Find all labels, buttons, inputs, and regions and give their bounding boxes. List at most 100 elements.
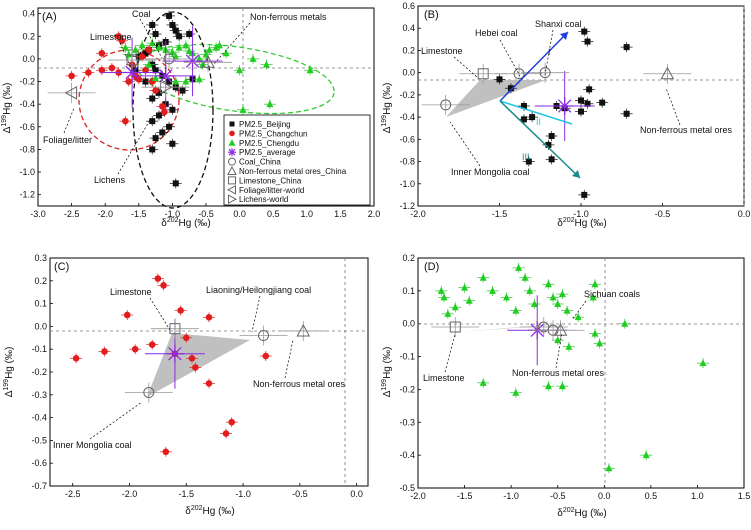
annot-a-foliage: Foliage/litter (43, 135, 92, 145)
data-point (440, 293, 448, 301)
source-marker (169, 323, 181, 335)
data-point (591, 329, 599, 337)
legend-marker (228, 157, 236, 166)
data-point (584, 38, 591, 45)
data-point (132, 67, 139, 74)
data-point (154, 275, 162, 282)
x-tick-label: -1.5 (457, 491, 473, 501)
data-point (444, 309, 452, 317)
data-point (125, 78, 133, 85)
data-point (162, 448, 170, 456)
legend-marker (227, 165, 237, 175)
y-tick-label: -0.4 (399, 450, 415, 460)
annot-a-limestone: Limestone (90, 32, 132, 42)
x-tick-label: -2.5 (64, 209, 80, 219)
data-point (160, 282, 167, 289)
data-point (549, 293, 557, 301)
data-point (623, 110, 630, 117)
data-point (512, 388, 520, 396)
data-point (166, 12, 173, 19)
source-marker (126, 54, 138, 66)
x-tick-label: 0.5 (267, 209, 280, 219)
panel-b-points (421, 26, 692, 200)
annot-b-nonferrous: Non-ferrous metal ores (640, 125, 733, 135)
legend-marker (228, 194, 238, 205)
data-point (479, 378, 487, 386)
data-point (465, 296, 473, 304)
data-point (152, 87, 159, 94)
legend-marker (228, 139, 236, 146)
y-tick-label: -1.2 (399, 201, 415, 211)
ylabel-c: Δ199Hg (‰) (3, 347, 15, 398)
y-tick-label: -0.8 (19, 144, 35, 154)
data-point (145, 46, 153, 54)
y-tick-label: 0.0 (22, 54, 35, 64)
data-point (515, 263, 523, 271)
data-point (222, 49, 230, 57)
annot-c-nonferrous-arrow (284, 339, 294, 379)
xlabel-d: δ202Hg (‰) (557, 507, 607, 519)
data-point (169, 21, 176, 28)
data-point (176, 33, 183, 40)
data-point (182, 334, 190, 342)
data-point (149, 21, 156, 28)
y-tick-label: 0.1 (402, 286, 415, 296)
ylabel-b: Δ199Hg (‰) (381, 83, 393, 134)
panel-d-frame (417, 257, 745, 489)
legend-marker (229, 121, 235, 127)
data-point (205, 45, 213, 53)
x-tick-label: 1.0 (301, 209, 314, 219)
y-tick-label: 0.2 (402, 253, 415, 263)
data-point (172, 180, 179, 187)
panel-a-ticks: -3.0 -2.5 -2.0 -1.5 -1.0 -0.5 0.0 0.5 1.0 1.5 2.0 -… (19, 9, 380, 219)
data-point (195, 75, 203, 83)
source-marker (160, 80, 173, 95)
legend-label: Limestone_China (239, 176, 302, 185)
y-tick-label: 0.4 (22, 9, 35, 19)
data-point (68, 72, 75, 80)
data-point (239, 105, 247, 113)
data-point (228, 418, 236, 426)
annot-d-sichuan: Sichuan coals (584, 289, 641, 299)
y-tick-label: -0.5 (399, 483, 415, 493)
data-point (205, 380, 213, 387)
x-tick-label: 0.0 (598, 491, 611, 501)
data-point (642, 451, 650, 459)
data-point (512, 306, 520, 314)
y-tick-label: -0.2 (399, 90, 415, 100)
annot-b-limestone-arrow (453, 56, 479, 79)
annot-d-nonferrous-arrow (555, 332, 563, 369)
y-tick-label: -0.3 (399, 417, 415, 427)
data-point (72, 355, 80, 362)
annot-b-hebei-arrow (499, 39, 521, 77)
data-point (584, 100, 591, 107)
arrow-i-head (560, 32, 568, 40)
data-point (525, 158, 532, 165)
y-tick-label: 0.6 (402, 1, 415, 11)
panel-d: (D) -2.0 -1.5 -1.0 -0.5 0.0 0.5 1.0 1.5 -0.5 -0.4… (399, 253, 750, 501)
panel-c: (C) -2.5 -2.0 -1.5 -1.0 -0.5 0.0-0.7-0.6-0.5-… (31, 253, 369, 499)
source-error-bar (239, 325, 288, 346)
data-point (188, 355, 196, 362)
y-tick-label: -0.6 (399, 134, 415, 144)
xlabel-b: δ202Hg (‰) (557, 217, 607, 229)
data-point (149, 146, 156, 153)
data-point (138, 53, 146, 60)
legend-label: Non-ferrous metal ores_China (239, 167, 347, 176)
x-tick-label: -3.0 (30, 209, 46, 219)
panel-c-grey-triangle (147, 333, 250, 397)
data-point (162, 26, 223, 97)
panel-a-points (47, 10, 317, 189)
data-point (461, 283, 469, 291)
data-point (558, 290, 566, 298)
y-tick-label: -0.4 (31, 413, 47, 423)
legend-marker (229, 130, 235, 137)
data-point (199, 60, 207, 68)
data-point (591, 280, 599, 288)
annot-c-limestone-arrow (149, 297, 171, 331)
source-error-bar (431, 317, 480, 337)
y-tick-label: 0.0 (402, 68, 415, 78)
panel-b: (B) -2.0 -1.5 -1.0 -0.5 0.0-1.2-1.0-0.8-0.6-… (399, 1, 750, 219)
y-tick-label: -0.6 (19, 122, 35, 132)
data-point (578, 108, 584, 115)
